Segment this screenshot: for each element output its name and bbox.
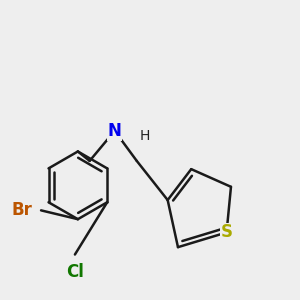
- Text: Br: Br: [11, 201, 32, 219]
- Text: Cl: Cl: [66, 263, 84, 281]
- Text: N: N: [108, 122, 122, 140]
- Text: S: S: [220, 224, 232, 242]
- Text: H: H: [140, 129, 150, 143]
